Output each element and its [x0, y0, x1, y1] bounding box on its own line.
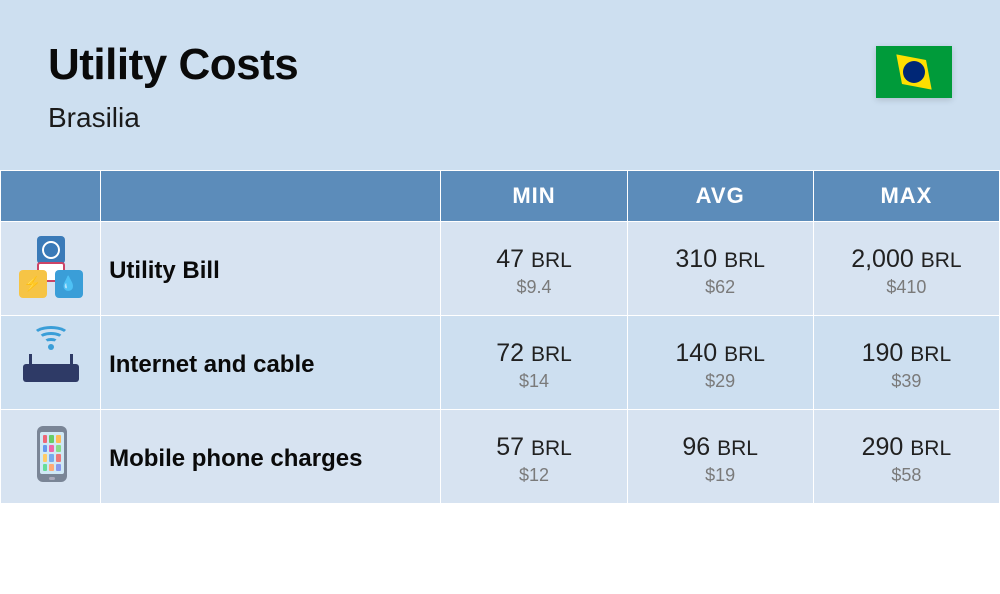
utility-costs-table: MIN AVG MAX Utility Bill47 BRL$9.4310 BR…: [0, 170, 1000, 504]
table-row: Mobile phone charges57 BRL$1296 BRL$1929…: [1, 410, 1000, 504]
value-primary: 2,000 BRL: [814, 243, 999, 276]
col-max: MAX: [813, 171, 999, 222]
value-primary: 47 BRL: [441, 243, 626, 276]
phone-icon: [19, 422, 83, 486]
page-title: Utility Costs: [48, 40, 298, 90]
col-icon: [1, 171, 101, 222]
value-cell: 96 BRL$19: [627, 410, 813, 504]
table-body: Utility Bill47 BRL$9.4310 BRL$622,000 BR…: [1, 222, 1000, 504]
row-label: Mobile phone charges: [101, 410, 441, 504]
col-label: [101, 171, 441, 222]
row-icon-cell: [1, 222, 101, 316]
value-cell: 2,000 BRL$410: [813, 222, 999, 316]
value-primary: 310 BRL: [628, 243, 813, 276]
value-secondary: $58: [814, 465, 999, 486]
brazil-flag-icon: [876, 46, 952, 98]
value-cell: 290 BRL$58: [813, 410, 999, 504]
row-icon-cell: [1, 316, 101, 410]
value-primary: 190 BRL: [814, 337, 999, 370]
value-primary: 72 BRL: [441, 337, 626, 370]
col-avg: AVG: [627, 171, 813, 222]
value-secondary: $39: [814, 371, 999, 392]
utility-bill-icon: [19, 234, 83, 298]
table-row: Internet and cable72 BRL$14140 BRL$29190…: [1, 316, 1000, 410]
page-subtitle: Brasilia: [48, 102, 298, 134]
router-icon: [19, 328, 83, 392]
value-secondary: $410: [814, 277, 999, 298]
value-cell: 47 BRL$9.4: [441, 222, 627, 316]
value-cell: 310 BRL$62: [627, 222, 813, 316]
row-label: Utility Bill: [101, 222, 441, 316]
value-secondary: $19: [628, 465, 813, 486]
value-secondary: $14: [441, 371, 626, 392]
title-block: Utility Costs Brasilia: [48, 40, 298, 134]
value-cell: 72 BRL$14: [441, 316, 627, 410]
value-primary: 57 BRL: [441, 431, 626, 464]
table-row: Utility Bill47 BRL$9.4310 BRL$622,000 BR…: [1, 222, 1000, 316]
value-secondary: $12: [441, 465, 626, 486]
value-primary: 96 BRL: [628, 431, 813, 464]
value-secondary: $29: [628, 371, 813, 392]
value-secondary: $62: [628, 277, 813, 298]
value-primary: 140 BRL: [628, 337, 813, 370]
col-min: MIN: [441, 171, 627, 222]
value-cell: 140 BRL$29: [627, 316, 813, 410]
value-secondary: $9.4: [441, 277, 626, 298]
row-label: Internet and cable: [101, 316, 441, 410]
table-header-row: MIN AVG MAX: [1, 171, 1000, 222]
header: Utility Costs Brasilia: [0, 0, 1000, 170]
value-primary: 290 BRL: [814, 431, 999, 464]
row-icon-cell: [1, 410, 101, 504]
value-cell: 57 BRL$12: [441, 410, 627, 504]
value-cell: 190 BRL$39: [813, 316, 999, 410]
